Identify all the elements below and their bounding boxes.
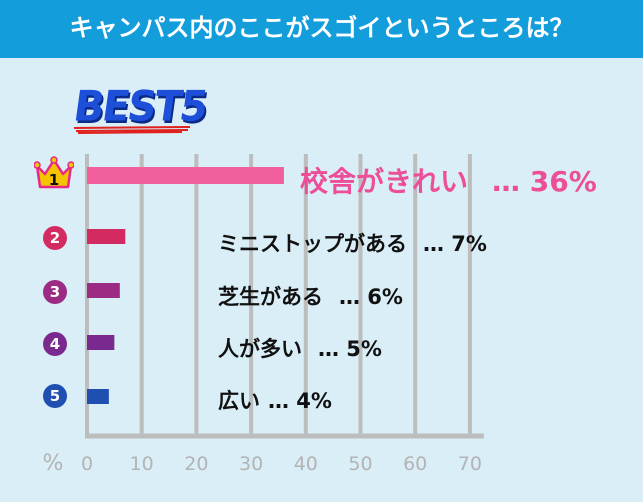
rank-3-badge: 3: [43, 280, 67, 304]
x-tick-label-20: 20: [184, 453, 208, 475]
x-tick-label-70: 70: [458, 453, 482, 475]
category-label-5: 広い: [218, 389, 260, 413]
x-tick-label-30: 30: [239, 453, 263, 475]
value-label-3: … 6%: [339, 285, 403, 309]
rank-4-badge: 4: [43, 332, 67, 356]
x-tick-label-0: 0: [81, 453, 93, 475]
category-label-2: ミニストップがある: [218, 232, 407, 256]
x-tick-label-40: 40: [294, 453, 318, 475]
bar-label-4: 人が多い … 5%: [218, 333, 382, 363]
value-label-1: … 36%: [492, 165, 597, 198]
bar-5: [87, 389, 109, 404]
category-label-1: 校舎がきれい: [300, 165, 469, 198]
rank-5-badge: 5: [43, 384, 67, 408]
bar-1: [87, 167, 284, 184]
bar-2: [87, 229, 126, 244]
x-axis-unit-label: %: [43, 451, 64, 476]
bar-label-3: 芝生がある … 6%: [218, 281, 403, 311]
bar-4: [87, 335, 115, 350]
category-label-4: 人が多い: [218, 337, 302, 361]
x-tick-label-50: 50: [348, 453, 372, 475]
chart-title: キャンパス内のここがスゴイというところは？: [0, 0, 643, 58]
rank-2-badge: 2: [43, 226, 67, 250]
rank-crown-icon: 1: [33, 156, 75, 190]
bar-label-2: ミニストップがある … 7%: [218, 228, 487, 258]
bar-3: [87, 283, 120, 298]
value-label-2: … 7%: [423, 232, 487, 256]
rank-1-number: 1: [49, 171, 59, 189]
value-label-4: … 5%: [318, 337, 382, 361]
x-tick-label-10: 10: [130, 453, 154, 475]
category-label-3: 芝生がある: [218, 285, 323, 309]
bar-label-1: 校舎がきれい … 36%: [300, 160, 597, 200]
value-label-5: … 4%: [268, 389, 332, 413]
best5-underline: [73, 126, 191, 134]
bar-label-5: 広い … 4%: [218, 385, 332, 415]
x-tick-label-60: 60: [403, 453, 427, 475]
